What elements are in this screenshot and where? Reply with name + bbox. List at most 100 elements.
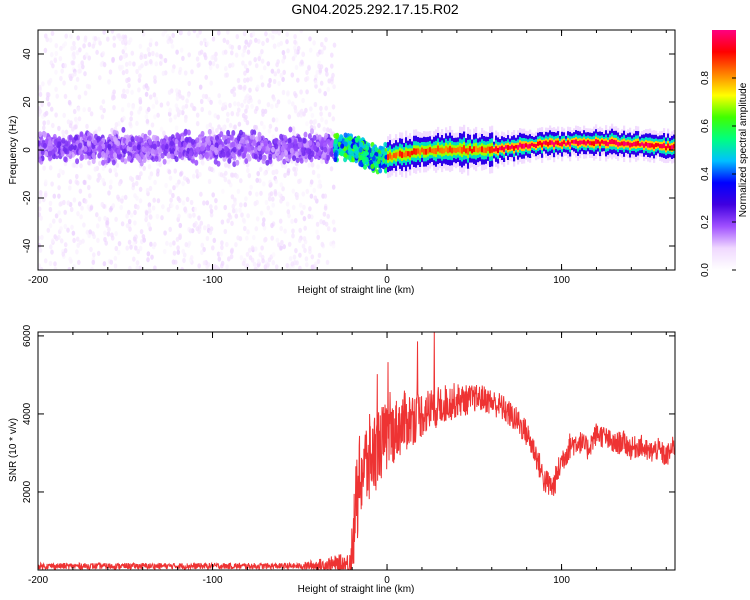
spectrogram-noise-cell bbox=[47, 101, 51, 107]
spectrogram-line-cell bbox=[459, 146, 462, 153]
spectrogram-noise-cell bbox=[331, 243, 336, 249]
spectrogram-noise-cell bbox=[54, 50, 59, 57]
spectrogram-line-cell bbox=[671, 145, 674, 150]
spectrogram-band-cell bbox=[333, 138, 338, 144]
spectrogram-line-cell bbox=[399, 150, 402, 157]
spectrogram-noise-cell bbox=[323, 91, 328, 97]
spectrogram-noise-cell bbox=[101, 99, 106, 105]
spectrogram-band-cell bbox=[44, 150, 49, 157]
spectrogram-noise-cell bbox=[186, 92, 191, 98]
spectrogram-band-cell bbox=[333, 133, 338, 139]
spectrogram-line-cell bbox=[437, 145, 440, 152]
spectrogram-band-cell bbox=[355, 137, 359, 143]
spectrogram-line-cell bbox=[577, 141, 580, 146]
spectrogram-noise-cell bbox=[152, 197, 156, 203]
spectrogram-noise-cell bbox=[145, 118, 150, 124]
spectrogram-band-cell bbox=[38, 131, 43, 138]
spectrogram-noise-cell bbox=[171, 192, 175, 199]
spectrogram-noise-cell bbox=[57, 210, 61, 216]
spectrogram-noise-cell bbox=[102, 261, 107, 267]
spectrogram-noise-cell bbox=[240, 102, 244, 108]
spectrogram-noise-cell bbox=[182, 257, 186, 264]
spectrogram-noise-cell bbox=[258, 166, 263, 172]
spectrogram-band-cell bbox=[57, 141, 62, 148]
spectrogram-band-cell bbox=[376, 158, 381, 165]
spectrogram-noise-cell bbox=[202, 200, 206, 206]
spectrogram-band-cell bbox=[38, 146, 41, 153]
spectrogram-noise-cell bbox=[225, 264, 229, 270]
spectrogram-noise-cell bbox=[230, 247, 234, 253]
spectrogram-line-cell bbox=[661, 144, 664, 149]
spectrogram-noise-cell bbox=[87, 160, 91, 166]
spectrogram-noise-cell bbox=[225, 72, 229, 78]
spectrogram-noise-cell bbox=[291, 204, 296, 210]
spectrogram-noise-cell bbox=[195, 226, 200, 232]
spectrogram-line-cell bbox=[669, 145, 672, 150]
spectrogram-noise-cell bbox=[266, 102, 271, 108]
spectrogram-noise-cell bbox=[253, 57, 257, 63]
spectrogram-noise-cell bbox=[211, 245, 215, 251]
spectrogram-noise-cell bbox=[314, 80, 318, 86]
spectrogram-noise-cell bbox=[187, 80, 192, 87]
spectrogram-noise-cell bbox=[128, 226, 132, 232]
spectrogram-line-cell bbox=[553, 142, 556, 148]
spectrogram-noise-cell bbox=[243, 84, 247, 90]
spectrogram-noise-cell bbox=[168, 117, 173, 123]
spectrogram-noise-cell bbox=[72, 51, 76, 57]
spectrogram-band-cell bbox=[79, 155, 84, 161]
spectrogram-noise-cell bbox=[125, 223, 130, 229]
spectrogram-noise-cell bbox=[319, 111, 323, 117]
spectrogram-band-cell bbox=[194, 151, 198, 158]
spectrogram-noise-cell bbox=[169, 197, 173, 203]
spectrogram-band-cell bbox=[38, 140, 41, 147]
spectrogram-noise-cell bbox=[125, 245, 129, 251]
spectrogram-line-cell bbox=[555, 140, 558, 145]
spectrogram-band-cell bbox=[343, 141, 348, 147]
spectrogram-noise-cell bbox=[287, 114, 292, 120]
spectrogram-noise-cell bbox=[91, 259, 96, 265]
spectrogram-line-cell bbox=[605, 140, 608, 146]
spectrogram-noise-cell bbox=[101, 177, 105, 184]
spectrogram-noise-cell bbox=[276, 68, 281, 74]
spectrogram-noise-cell bbox=[262, 65, 267, 71]
spectrogram-noise-cell bbox=[305, 121, 309, 127]
spectrogram-noise-cell bbox=[41, 81, 45, 87]
spectrogram-noise-cell bbox=[38, 84, 42, 90]
spectrogram-noise-cell bbox=[230, 172, 234, 178]
spectrogram-line-cell bbox=[455, 148, 458, 153]
spectrogram-line-cell bbox=[511, 144, 514, 149]
spectrogram-noise-cell bbox=[331, 184, 336, 190]
spectrogram-line-cell bbox=[533, 143, 536, 147]
spectrogram-noise-cell bbox=[64, 33, 68, 39]
spectrogram-noise-cell bbox=[213, 56, 218, 62]
colorbar-tick-label: 0.0 bbox=[700, 263, 711, 277]
spectrogram-band-cell bbox=[283, 149, 288, 156]
spectrogram-noise-cell bbox=[233, 101, 237, 107]
spectrogram-noise-cell bbox=[288, 256, 293, 262]
spectrogram-noise-cell bbox=[313, 101, 318, 108]
spectrogram-noise-cell bbox=[225, 39, 230, 45]
spectrogram-noise-cell bbox=[174, 125, 179, 131]
spectrogram-noise-cell bbox=[172, 240, 176, 246]
spectrogram-noise-cell bbox=[317, 122, 321, 129]
spectrogram-line-cell bbox=[569, 141, 572, 147]
spectrogram-band-cell bbox=[189, 150, 193, 157]
spectrogram-noise-cell bbox=[267, 257, 272, 263]
spectrogram-noise-cell bbox=[293, 218, 298, 224]
spectrogram-noise-cell bbox=[316, 164, 320, 170]
spectrogram-line-cell bbox=[515, 144, 518, 149]
spectrogram-noise-cell bbox=[269, 191, 274, 197]
spectrogram-noise-cell bbox=[204, 93, 209, 100]
spectrogram-noise-cell bbox=[43, 47, 48, 54]
spectrogram-noise-cell bbox=[243, 202, 248, 208]
spectrogram-noise-cell bbox=[144, 60, 148, 67]
spectrogram-noise-cell bbox=[98, 40, 102, 46]
spectrogram-noise-cell bbox=[109, 259, 114, 265]
y-tick-label: -40 bbox=[22, 238, 33, 253]
spectrogram-noise-cell bbox=[130, 50, 135, 56]
spectrogram-noise-cell bbox=[260, 245, 264, 251]
spectrogram-noise-cell bbox=[167, 89, 172, 95]
spectrogram-noise-cell bbox=[135, 120, 139, 126]
spectrogram-line-cell bbox=[391, 154, 394, 160]
colorbar-tick-label: 0.4 bbox=[700, 167, 711, 181]
